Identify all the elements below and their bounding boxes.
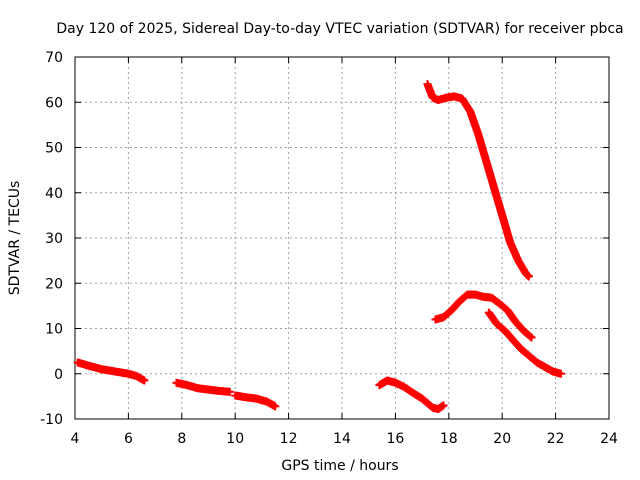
series-track-3 xyxy=(231,391,280,411)
data-point xyxy=(556,369,565,378)
y-axis-label: SDTVAR / TECUs xyxy=(7,181,23,296)
x-axis-label: GPS time / hours xyxy=(281,458,398,474)
x-tick-label: 14 xyxy=(333,431,351,447)
y-tick-label: 0 xyxy=(54,367,63,383)
y-tick-label: 40 xyxy=(45,186,63,202)
x-tick-label: 22 xyxy=(547,431,565,447)
x-tick-label: 18 xyxy=(440,431,458,447)
series-track-2 xyxy=(172,378,234,396)
series-track-1 xyxy=(73,358,149,385)
y-tick-label: 60 xyxy=(45,95,63,111)
x-tick-label: 24 xyxy=(600,431,618,447)
ticks-layer: 4 6 8 10 12 14 16 18 20 22 24 -10 0 10 20 30 40 50 60 70 xyxy=(40,50,618,447)
series-track-6 xyxy=(431,290,536,342)
chart-title: Day 120 of 2025, Sidereal Day-to-day VTE… xyxy=(56,21,623,37)
series-track-4 xyxy=(375,376,448,414)
x-tick-label: 12 xyxy=(280,431,298,447)
y-tick-label: 50 xyxy=(45,141,63,157)
data-point xyxy=(271,402,280,411)
data-point xyxy=(524,272,533,281)
x-tick-label: 8 xyxy=(177,431,186,447)
series-layer xyxy=(73,80,565,414)
data-point xyxy=(527,333,536,342)
series-track-7 xyxy=(484,308,565,378)
y-tick-label: 20 xyxy=(45,276,63,292)
y-tick-label: 70 xyxy=(45,50,63,66)
data-point xyxy=(225,387,234,396)
x-tick-label: 6 xyxy=(124,431,133,447)
x-tick-label: 4 xyxy=(71,431,80,447)
x-tick-label: 20 xyxy=(493,431,511,447)
x-tick-label: 16 xyxy=(386,431,404,447)
y-tick-label: 30 xyxy=(45,231,63,247)
data-point xyxy=(439,401,448,410)
y-tick-label: -10 xyxy=(40,412,63,428)
data-point xyxy=(140,376,149,385)
series-track-5 xyxy=(423,80,533,281)
y-tick-label: 10 xyxy=(45,322,63,338)
x-tick-label: 10 xyxy=(226,431,244,447)
